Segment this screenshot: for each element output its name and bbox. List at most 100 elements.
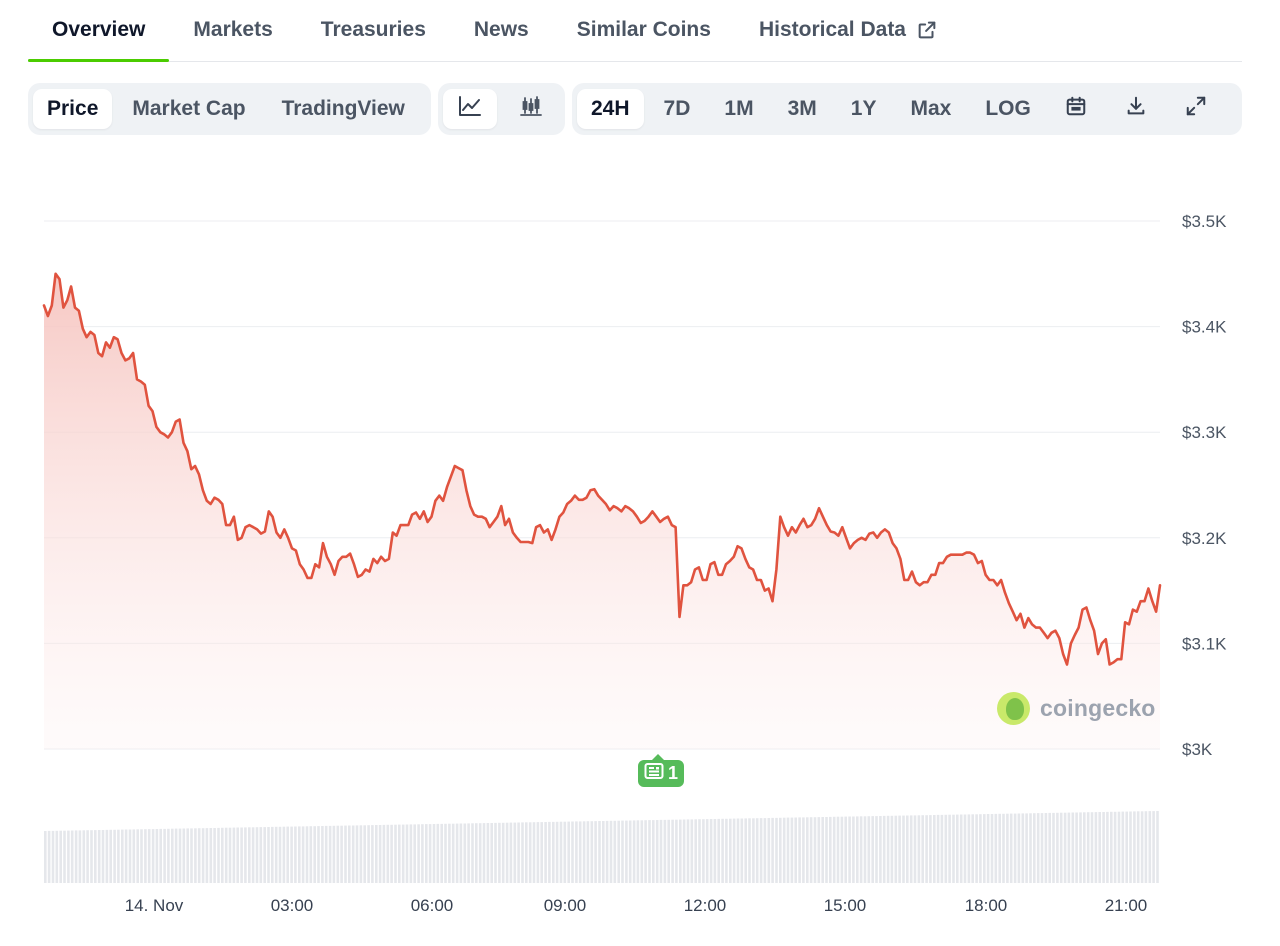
x-tick-label: 09:00 xyxy=(544,896,587,915)
volume-bar xyxy=(555,821,559,883)
volume-bar xyxy=(478,823,482,883)
volume-bar xyxy=(636,820,640,883)
volume-bar xyxy=(144,829,147,883)
tab-news[interactable]: News xyxy=(450,0,553,61)
x-tick-label: 14. Nov xyxy=(125,896,184,915)
range-group: 24H 7D 1M 3M 1Y Max LOG xyxy=(572,83,1242,135)
volume-bar xyxy=(609,820,613,883)
volume-bar xyxy=(282,826,286,883)
volume-bar xyxy=(617,820,620,883)
y-tick-label: $3.1K xyxy=(1182,634,1227,653)
volume-bar xyxy=(628,820,632,883)
volume-bar xyxy=(509,822,513,883)
volume-bar xyxy=(613,820,617,883)
tradingview-button[interactable]: TradingView xyxy=(281,97,405,120)
market-cap-button[interactable]: Market Cap xyxy=(132,97,246,120)
tab-markets[interactable]: Markets xyxy=(169,0,296,61)
volume-bar xyxy=(1121,811,1125,883)
volume-bar xyxy=(124,829,128,883)
volume-bar xyxy=(605,820,609,883)
range-3m-button[interactable]: 3M xyxy=(787,97,817,120)
volume-bar xyxy=(194,828,197,883)
volume-bar xyxy=(809,817,813,883)
y-axis: $3K $3.1K $3.2K $3.3K $3.4K $3.5K xyxy=(1182,212,1227,759)
range-max-button[interactable]: Max xyxy=(910,97,952,120)
tab-label: Markets xyxy=(193,18,273,41)
volume-bar xyxy=(313,826,316,883)
volume-bar xyxy=(933,815,936,883)
volume-bar xyxy=(909,815,913,883)
volume-bar xyxy=(567,821,570,883)
range-1y-button[interactable]: 1Y xyxy=(850,97,877,120)
volume-bar xyxy=(790,817,794,883)
volume-bar xyxy=(705,819,709,883)
news-count: 1 xyxy=(668,763,679,783)
price-button[interactable]: Price xyxy=(33,89,113,129)
x-axis: 14. Nov 03:00 06:00 09:00 12:00 15:00 18:00 21:… xyxy=(125,896,1148,915)
volume-bar xyxy=(409,824,413,883)
volume-bar xyxy=(682,819,686,883)
volume-bar xyxy=(490,823,493,883)
volume-bar xyxy=(324,825,328,883)
x-tick-label: 06:00 xyxy=(411,896,454,915)
tab-treasuries[interactable]: Treasuries xyxy=(297,0,450,61)
volume-bar xyxy=(290,826,293,883)
volume-bar xyxy=(236,827,239,883)
volume-bar xyxy=(748,818,751,883)
volume-bar xyxy=(1040,813,1044,883)
volume-bar xyxy=(259,827,263,883)
volume-bar xyxy=(752,818,755,883)
line-chart-button[interactable] xyxy=(443,89,497,129)
volume-bar xyxy=(844,816,847,883)
volume-bar xyxy=(371,825,374,883)
volume-bar xyxy=(736,818,740,883)
volume-bar xyxy=(690,819,694,883)
volume-bar xyxy=(1021,813,1025,883)
volume-bar xyxy=(725,818,728,883)
volume-bar xyxy=(625,820,628,883)
chart-type-group xyxy=(438,83,565,135)
volume-bar xyxy=(802,817,805,883)
volume-bar xyxy=(956,814,959,883)
volume-bar xyxy=(1086,812,1090,883)
calendar-button[interactable] xyxy=(1049,89,1103,129)
range-24h-button[interactable]: 24H xyxy=(577,89,644,129)
volume-bar xyxy=(70,830,74,883)
external-link-icon xyxy=(916,19,938,41)
log-scale-button[interactable]: LOG xyxy=(985,97,1031,120)
range-7d-button[interactable]: 7D xyxy=(663,97,691,120)
volume-bar xyxy=(894,815,898,883)
volume-bar xyxy=(571,821,574,883)
volume-bar xyxy=(97,830,101,883)
download-button[interactable] xyxy=(1109,89,1163,129)
fullscreen-button[interactable] xyxy=(1169,89,1223,129)
top-tabs: Overview Markets Treasuries News Similar… xyxy=(28,0,1242,62)
volume-bar xyxy=(101,830,105,883)
volume-bar xyxy=(355,825,359,883)
tab-overview[interactable]: Overview xyxy=(28,0,170,62)
tab-label: Similar Coins xyxy=(576,18,711,41)
volume-bar xyxy=(86,830,89,883)
volume-bar xyxy=(413,824,416,883)
volume-bar xyxy=(528,822,532,883)
volume-bar xyxy=(1071,812,1075,883)
volume-bar xyxy=(517,822,520,883)
candlestick-button[interactable] xyxy=(504,89,558,129)
volume-bar xyxy=(82,830,86,883)
volume-bar xyxy=(117,829,120,883)
x-tick-label: 21:00 xyxy=(1105,896,1148,915)
tab-historical-data[interactable]: Historical Data xyxy=(735,0,962,61)
volume-bar xyxy=(255,827,259,883)
tab-similar-coins[interactable]: Similar Coins xyxy=(553,0,735,61)
volume-bar xyxy=(375,825,378,883)
news-marker[interactable]: 1 xyxy=(638,754,685,787)
volume-bar xyxy=(1075,812,1078,883)
volume-bar xyxy=(405,824,409,883)
volume-bar xyxy=(190,828,193,883)
volume-bar xyxy=(363,825,366,883)
volume-bar xyxy=(174,828,178,883)
range-1m-button[interactable]: 1M xyxy=(724,97,754,120)
volume-bar xyxy=(205,828,209,883)
volume-bar xyxy=(948,814,951,883)
